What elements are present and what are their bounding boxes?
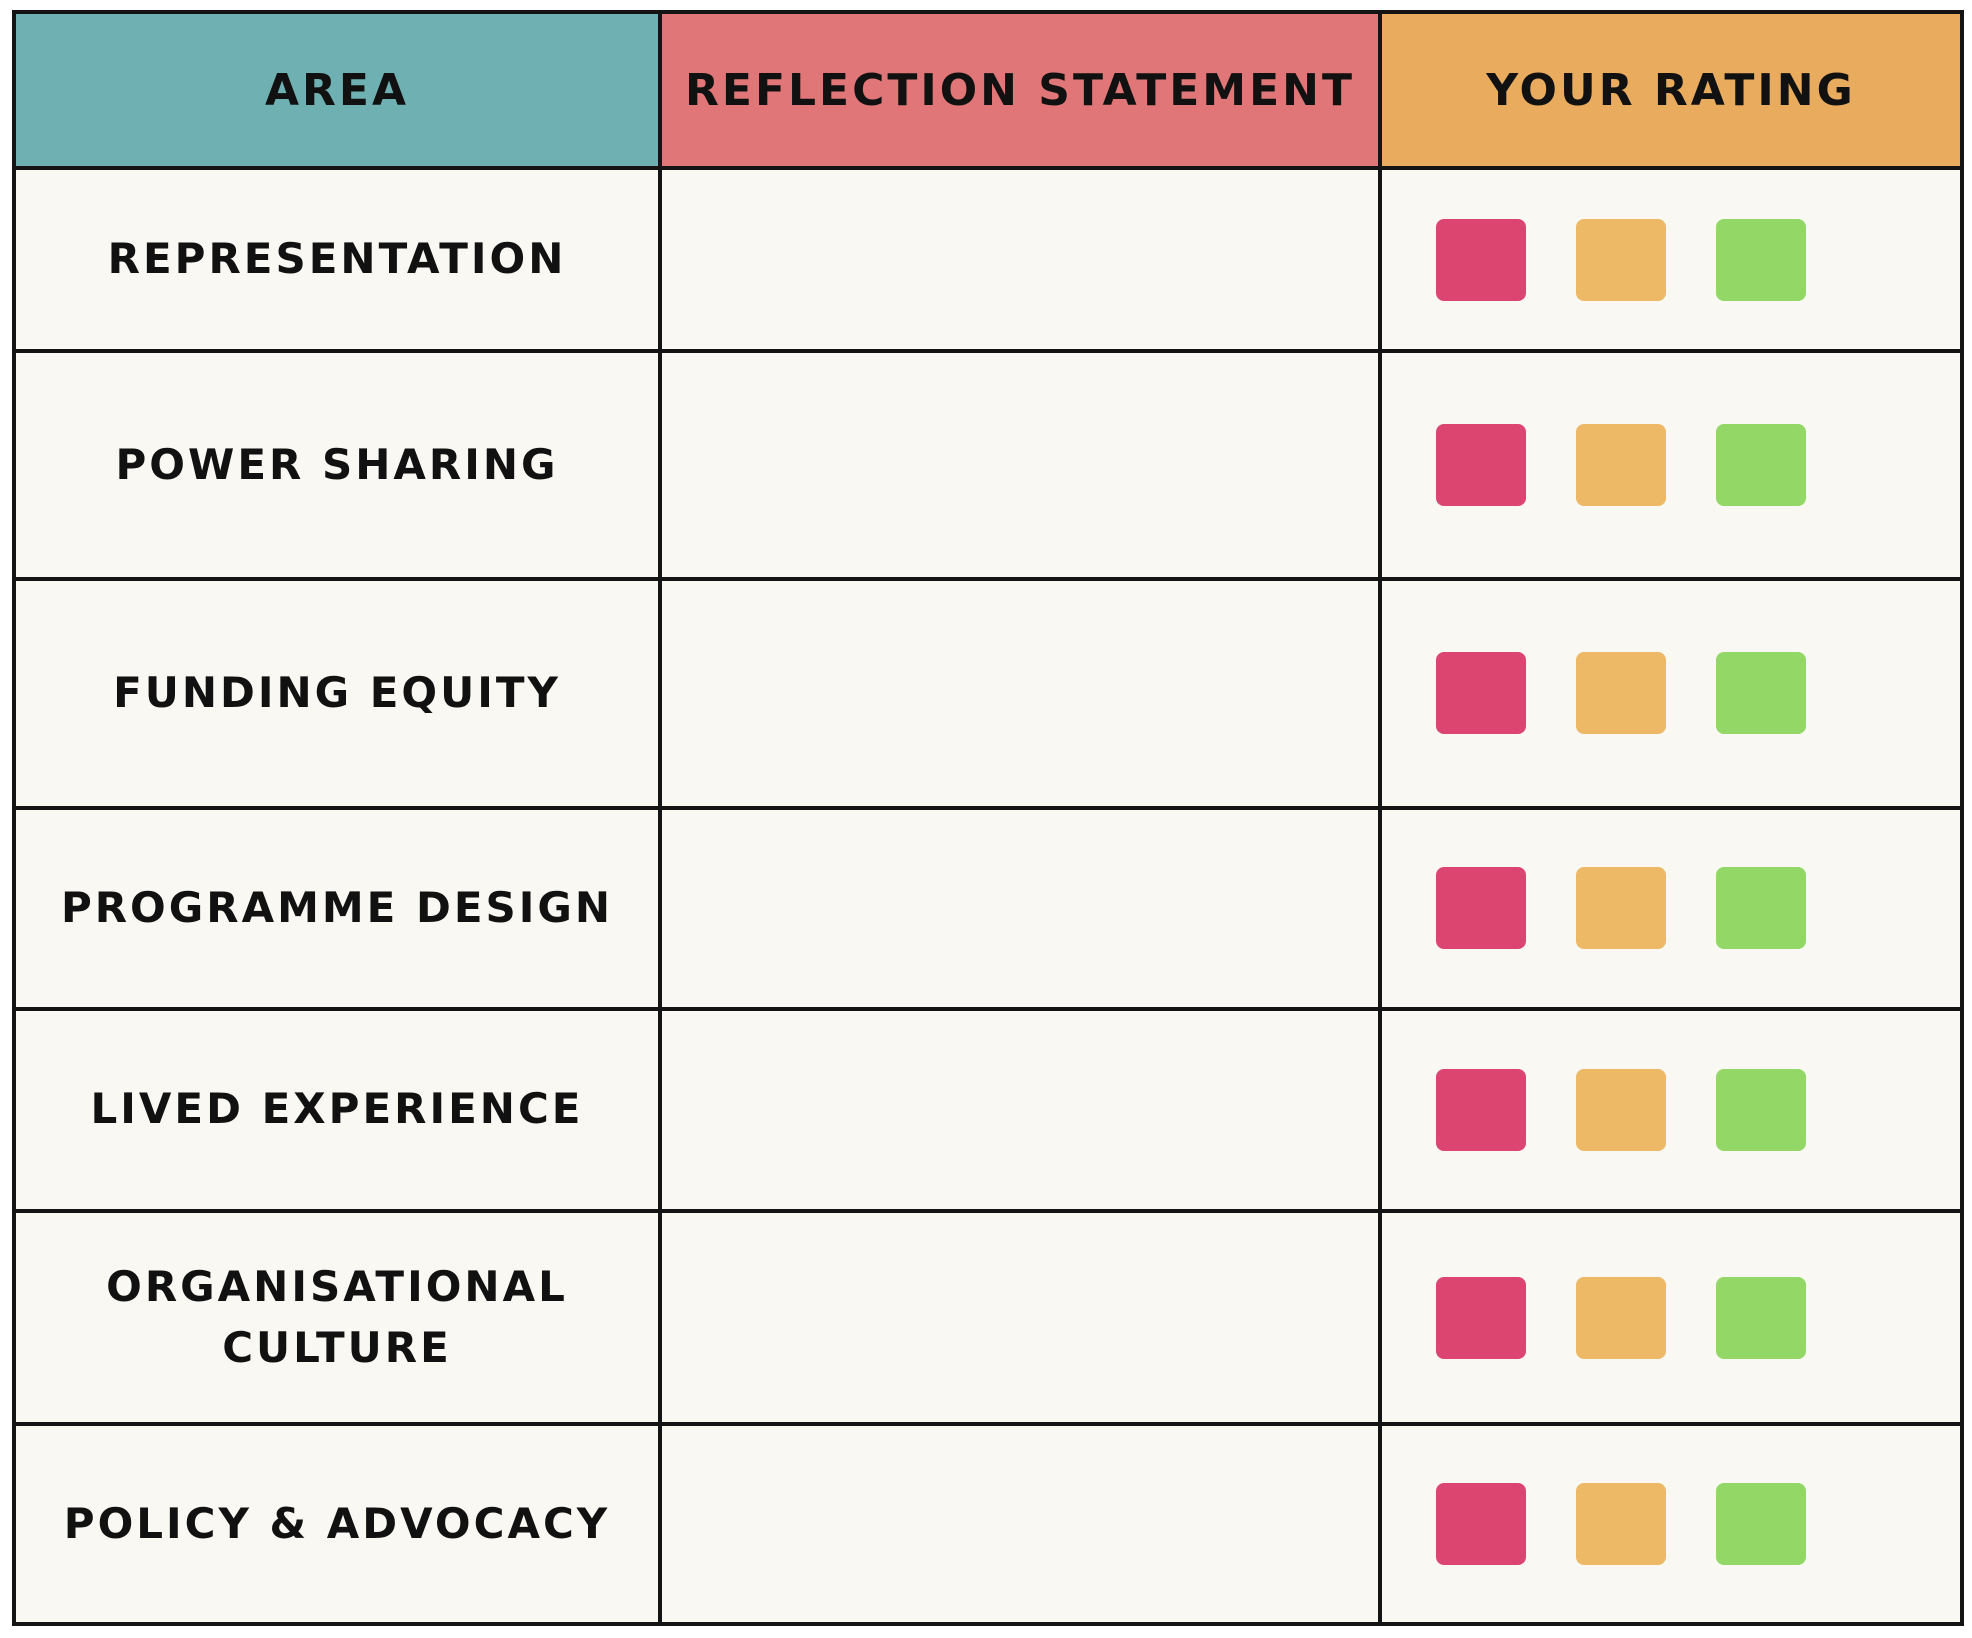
rating-amber-swatch[interactable] bbox=[1576, 1483, 1666, 1566]
rating-amber-swatch[interactable] bbox=[1576, 867, 1666, 950]
table-row: POLICY & ADVOCACY bbox=[12, 1422, 1964, 1626]
rating-green-swatch[interactable] bbox=[1716, 1068, 1806, 1151]
reflection-statement-field[interactable] bbox=[658, 165, 1382, 354]
rating-cell bbox=[1378, 165, 1964, 354]
rating-options bbox=[1382, 218, 1960, 301]
rating-green-swatch[interactable] bbox=[1716, 218, 1806, 301]
rating-red-swatch[interactable] bbox=[1436, 867, 1526, 950]
reflection-statement-field[interactable] bbox=[658, 805, 1382, 1012]
reflection-statement-field[interactable] bbox=[658, 1208, 1382, 1427]
area-label: LIVED EXPERIENCE bbox=[90, 1084, 584, 1134]
rating-cell bbox=[1378, 1422, 1964, 1626]
table-row: POWER SHARING bbox=[12, 349, 1964, 582]
header-your-rating: YOUR RATING bbox=[1378, 10, 1964, 170]
area-label: FUNDING EQUITY bbox=[113, 667, 561, 717]
rating-red-swatch[interactable] bbox=[1436, 1483, 1526, 1566]
header-row: AREA REFLECTION STATEMENT YOUR RATING bbox=[12, 10, 1964, 170]
rating-red-swatch[interactable] bbox=[1436, 1276, 1526, 1359]
rating-red-swatch[interactable] bbox=[1436, 424, 1526, 507]
rating-options bbox=[1382, 867, 1960, 950]
reflection-table: AREA REFLECTION STATEMENT YOUR RATING RE… bbox=[12, 10, 1964, 1626]
rating-green-swatch[interactable] bbox=[1716, 652, 1806, 735]
rating-red-swatch[interactable] bbox=[1436, 218, 1526, 301]
area-label: REPRESENTATION bbox=[107, 234, 567, 284]
table-row: REPRESENTATION bbox=[12, 165, 1964, 354]
reflection-statement-field[interactable] bbox=[658, 577, 1382, 810]
rating-amber-swatch[interactable] bbox=[1576, 1068, 1666, 1151]
area-cell: FUNDING EQUITY bbox=[12, 577, 662, 810]
area-label: ORGANISATIONAL CULTURE bbox=[106, 1261, 568, 1372]
rating-options bbox=[1382, 1276, 1960, 1359]
rating-options bbox=[1382, 1483, 1960, 1566]
header-area: AREA bbox=[12, 10, 662, 170]
area-cell: PROGRAMME DESIGN bbox=[12, 805, 662, 1012]
rating-green-swatch[interactable] bbox=[1716, 1483, 1806, 1566]
rating-options bbox=[1382, 652, 1960, 735]
rating-options bbox=[1382, 1068, 1960, 1151]
table-row: PROGRAMME DESIGN bbox=[12, 805, 1964, 1012]
area-cell: REPRESENTATION bbox=[12, 165, 662, 354]
area-label: POWER SHARING bbox=[115, 439, 559, 489]
rating-red-swatch[interactable] bbox=[1436, 652, 1526, 735]
reflection-statement-field[interactable] bbox=[658, 1007, 1382, 1213]
table-row: FUNDING EQUITY bbox=[12, 577, 1964, 810]
area-label: POLICY & ADVOCACY bbox=[63, 1498, 611, 1548]
header-reflection-statement: REFLECTION STATEMENT bbox=[658, 10, 1382, 170]
rating-red-swatch[interactable] bbox=[1436, 1068, 1526, 1151]
reflection-statement-field[interactable] bbox=[658, 349, 1382, 582]
rating-amber-swatch[interactable] bbox=[1576, 424, 1666, 507]
area-cell: LIVED EXPERIENCE bbox=[12, 1007, 662, 1213]
rating-cell bbox=[1378, 1208, 1964, 1427]
table-row: LIVED EXPERIENCE bbox=[12, 1007, 1964, 1213]
reflection-statement-field[interactable] bbox=[658, 1422, 1382, 1626]
area-cell: POWER SHARING bbox=[12, 349, 662, 582]
rating-green-swatch[interactable] bbox=[1716, 424, 1806, 507]
rating-amber-swatch[interactable] bbox=[1576, 652, 1666, 735]
rating-amber-swatch[interactable] bbox=[1576, 218, 1666, 301]
rating-options bbox=[1382, 424, 1960, 507]
area-cell: POLICY & ADVOCACY bbox=[12, 1422, 662, 1626]
table-row: ORGANISATIONAL CULTURE bbox=[12, 1208, 1964, 1427]
area-label: PROGRAMME DESIGN bbox=[60, 882, 614, 932]
rating-cell bbox=[1378, 577, 1964, 810]
area-cell: ORGANISATIONAL CULTURE bbox=[12, 1208, 662, 1427]
reflection-rating-sheet: AREA REFLECTION STATEMENT YOUR RATING RE… bbox=[12, 10, 1964, 1626]
rating-green-swatch[interactable] bbox=[1716, 867, 1806, 950]
rating-green-swatch[interactable] bbox=[1716, 1276, 1806, 1359]
rating-cell bbox=[1378, 805, 1964, 1012]
rating-cell bbox=[1378, 349, 1964, 582]
rating-cell bbox=[1378, 1007, 1964, 1213]
rating-amber-swatch[interactable] bbox=[1576, 1276, 1666, 1359]
